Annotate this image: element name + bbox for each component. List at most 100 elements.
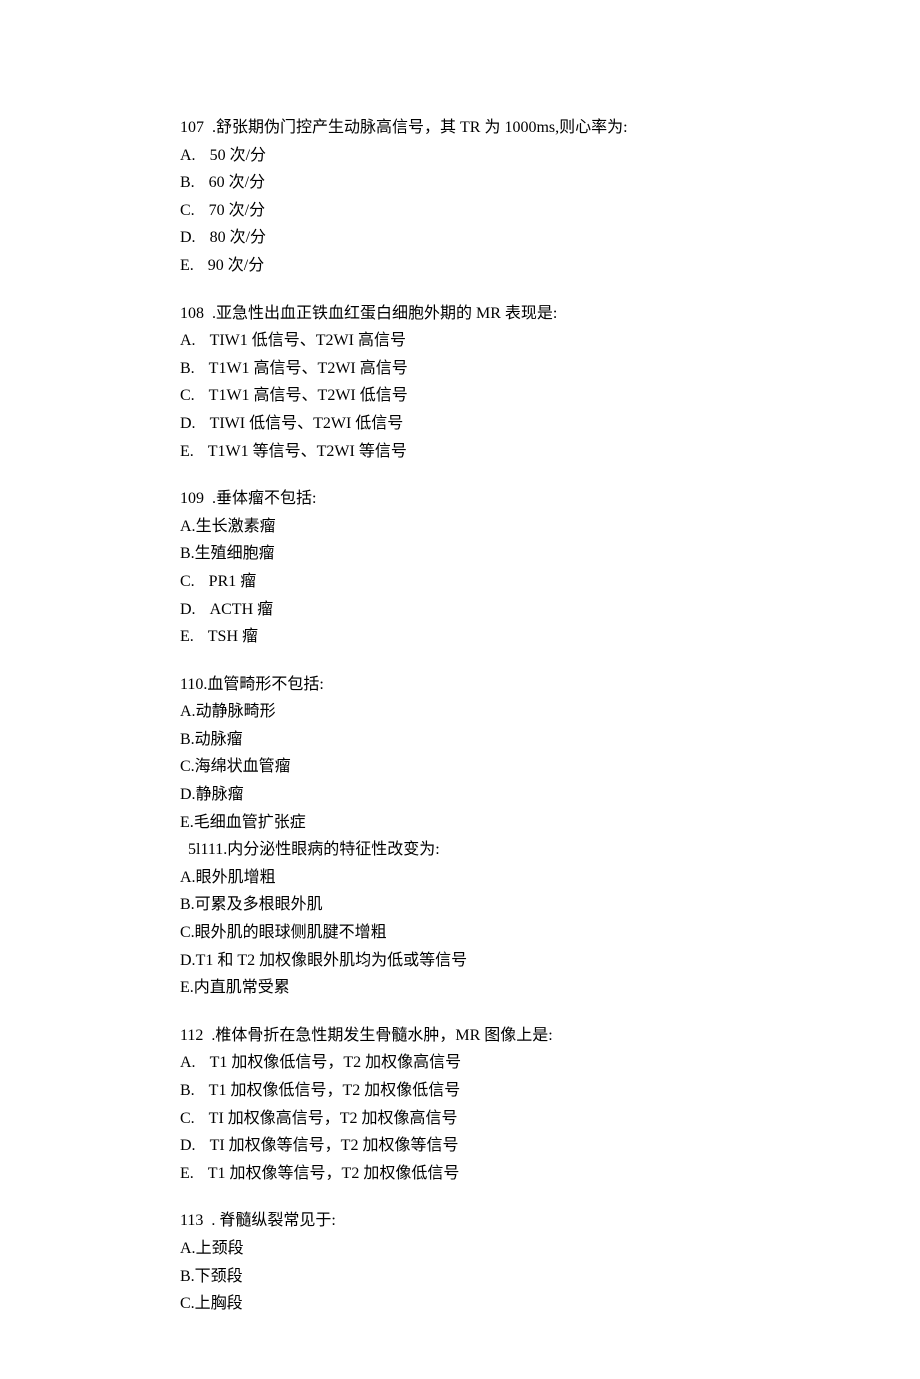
question-text: 舒张期伪门控产生动脉高信号，其 TR 为 1000ms,则心率为: [216,119,628,136]
option-row: E. T1W1 等信号、T2WI 等信号 [180,439,740,465]
option-row: A.上颈段 [180,1236,740,1262]
option-text: TI 加权像等信号，T2 加权像等信号 [210,1137,459,1154]
option-marker: E. [180,253,194,279]
question-block: 110.血管畸形不包括:A.动静脉畸形B.动脉瘤C.海绵状血管瘤D.静脉瘤E.毛… [180,672,740,836]
option-marker: A. [180,1050,196,1076]
option-marker: C. [180,754,195,780]
question-stem: 110.血管畸形不包括: [180,672,740,698]
option-marker: B. [180,727,195,753]
option-row: D. 80 次/分 [180,225,740,251]
option-marker: E. [180,1161,194,1187]
question-text: 亚急性出血正铁血红蛋白细胞外期的 MR 表现是: [216,305,557,322]
option-row: C.TI 加权像高信号，T2 加权像高信号 [180,1106,740,1132]
question-text: 脊髓纵裂常见于: [219,1212,335,1229]
question-text: 垂体瘤不包括: [216,490,316,507]
question-block: 113 . 脊髓纵裂常见于:A.上颈段B.下颈段C.上胸段 [180,1208,740,1316]
question-number: 112 [180,1027,203,1044]
question-number: 107 [180,119,204,136]
question-stem: 109 .垂体瘤不包括: [180,486,740,512]
option-marker: C. [180,198,195,224]
option-marker: D. [180,1133,196,1159]
document-body: 107 .舒张期伪门控产生动脉高信号，其 TR 为 1000ms,则心率为:A.… [180,115,740,1317]
option-text: 静脉瘤 [196,786,244,803]
option-row: A. 50 次/分 [180,143,740,169]
question-separator: . [204,490,216,507]
question-number: 109 [180,490,204,507]
option-row: B.下颈段 [180,1264,740,1290]
option-text: 生长激素瘤 [196,518,276,535]
option-text: 眼外肌的眼球侧肌腱不增粗 [195,924,387,941]
question-stem: 107 .舒张期伪门控产生动脉高信号，其 TR 为 1000ms,则心率为: [180,115,740,141]
option-text: TSH 瘤 [208,628,258,645]
option-marker: D. [180,225,196,251]
option-marker: C. [180,920,195,946]
option-text: TIWI 低信号、T2WI 低信号 [210,415,404,432]
option-text: 下颈段 [195,1268,243,1285]
option-marker: D. [180,782,196,808]
option-row: A.生长激素瘤 [180,514,740,540]
option-text: 90 次/分 [208,257,264,274]
question-stem: 113 . 脊髓纵裂常见于: [180,1208,740,1234]
option-text: ACTH 瘤 [210,601,274,618]
option-text: T1W1 高信号、T2WI 高信号 [209,360,408,377]
option-marker: B. [180,356,195,382]
option-text: 80 次/分 [210,229,266,246]
option-marker: E. [180,624,194,650]
option-row: E.内直肌常受累 [180,975,740,1001]
option-marker: C. [180,1291,195,1317]
option-marker: B. [180,170,195,196]
option-marker: C. [180,1106,195,1132]
question-stem: 112 .椎体骨折在急性期发生骨髓水肿，MR 图像上是: [180,1023,740,1049]
question-number: 111 [200,841,223,858]
question-number: 113 [180,1212,203,1229]
option-row: B. 60 次/分 [180,170,740,196]
option-text: T1 加权像低信号，T2 加权像低信号 [209,1082,461,1099]
option-text: TIW1 低信号、T2WI 高信号 [210,332,406,349]
option-marker: B. [180,541,195,567]
option-marker: A. [180,865,196,891]
option-row: C.T1W1 高信号、T2WI 低信号 [180,383,740,409]
option-row: D. TIWI 低信号、T2WI 低信号 [180,411,740,437]
option-marker: D. [180,597,196,623]
option-text: 50 次/分 [210,147,266,164]
option-text: 生殖细胞瘤 [195,545,275,562]
question-block: 108 .亚急性出血正铁血红蛋白细胞外期的 MR 表现是:A. TIW1 低信号、… [180,301,740,465]
option-text: T1 和 T2 加权像眼外肌均为低或等信号 [196,952,468,969]
question-block: ­5l111.内分泌性眼病的特征性改变为:A.眼外肌增粗B.可累及多根眼外肌C.… [180,837,740,1001]
option-marker: A. [180,328,196,354]
option-text: 动静脉畸形 [196,703,276,720]
option-row: D. TI 加权像等信号，T2 加权像等信号 [180,1133,740,1159]
option-row: B.T1 加权像低信号，T2 加权像低信号 [180,1078,740,1104]
option-row: E.毛细血管扩张症 [180,810,740,836]
option-row: D. ACTH 瘤 [180,597,740,623]
option-row: A. T1 加权像低信号，T2 加权像高信号 [180,1050,740,1076]
option-row: A.动静脉畸形 [180,699,740,725]
option-text: 60 次/分 [209,174,265,191]
option-text: T1 加权像低信号，T2 加权像高信号 [210,1054,462,1071]
option-text: T1W1 等信号、T2WI 等信号 [208,443,407,460]
question-text: 血管畸形不包括: [207,676,323,693]
option-row: B.可累及多根眼外肌 [180,892,740,918]
option-marker: B. [180,892,195,918]
option-marker: D. [180,411,196,437]
option-marker: E. [180,810,194,836]
option-text: 毛细血管扩张症 [194,814,306,831]
option-marker: A. [180,1236,196,1262]
question-stem: 108 .亚急性出血正铁血红蛋白细胞外期的 MR 表现是: [180,301,740,327]
option-marker: A. [180,143,196,169]
question-number: 110 [180,676,203,693]
option-marker: B. [180,1264,195,1290]
option-row: B. T1W1 高信号、T2WI 高信号 [180,356,740,382]
option-row: B.生殖细胞瘤 [180,541,740,567]
question-prefix: ­5l [180,841,200,858]
option-marker: A. [180,699,196,725]
question-block: 112 .椎体骨折在急性期发生骨髓水肿，MR 图像上是:A. T1 加权像低信号，… [180,1023,740,1187]
option-text: 眼外肌增粗 [196,869,276,886]
option-row: C. 70 次/分 [180,198,740,224]
option-text: T1 加权像等信号，T2 加权像低信号 [208,1165,460,1182]
option-text: 70 次/分 [209,202,265,219]
option-row: A. TIW1 低信号、T2WI 高信号 [180,328,740,354]
option-marker: E. [180,439,194,465]
option-marker: C. [180,383,195,409]
question-block: 107 .舒张期伪门控产生动脉高信号，其 TR 为 1000ms,则心率为:A.… [180,115,740,279]
